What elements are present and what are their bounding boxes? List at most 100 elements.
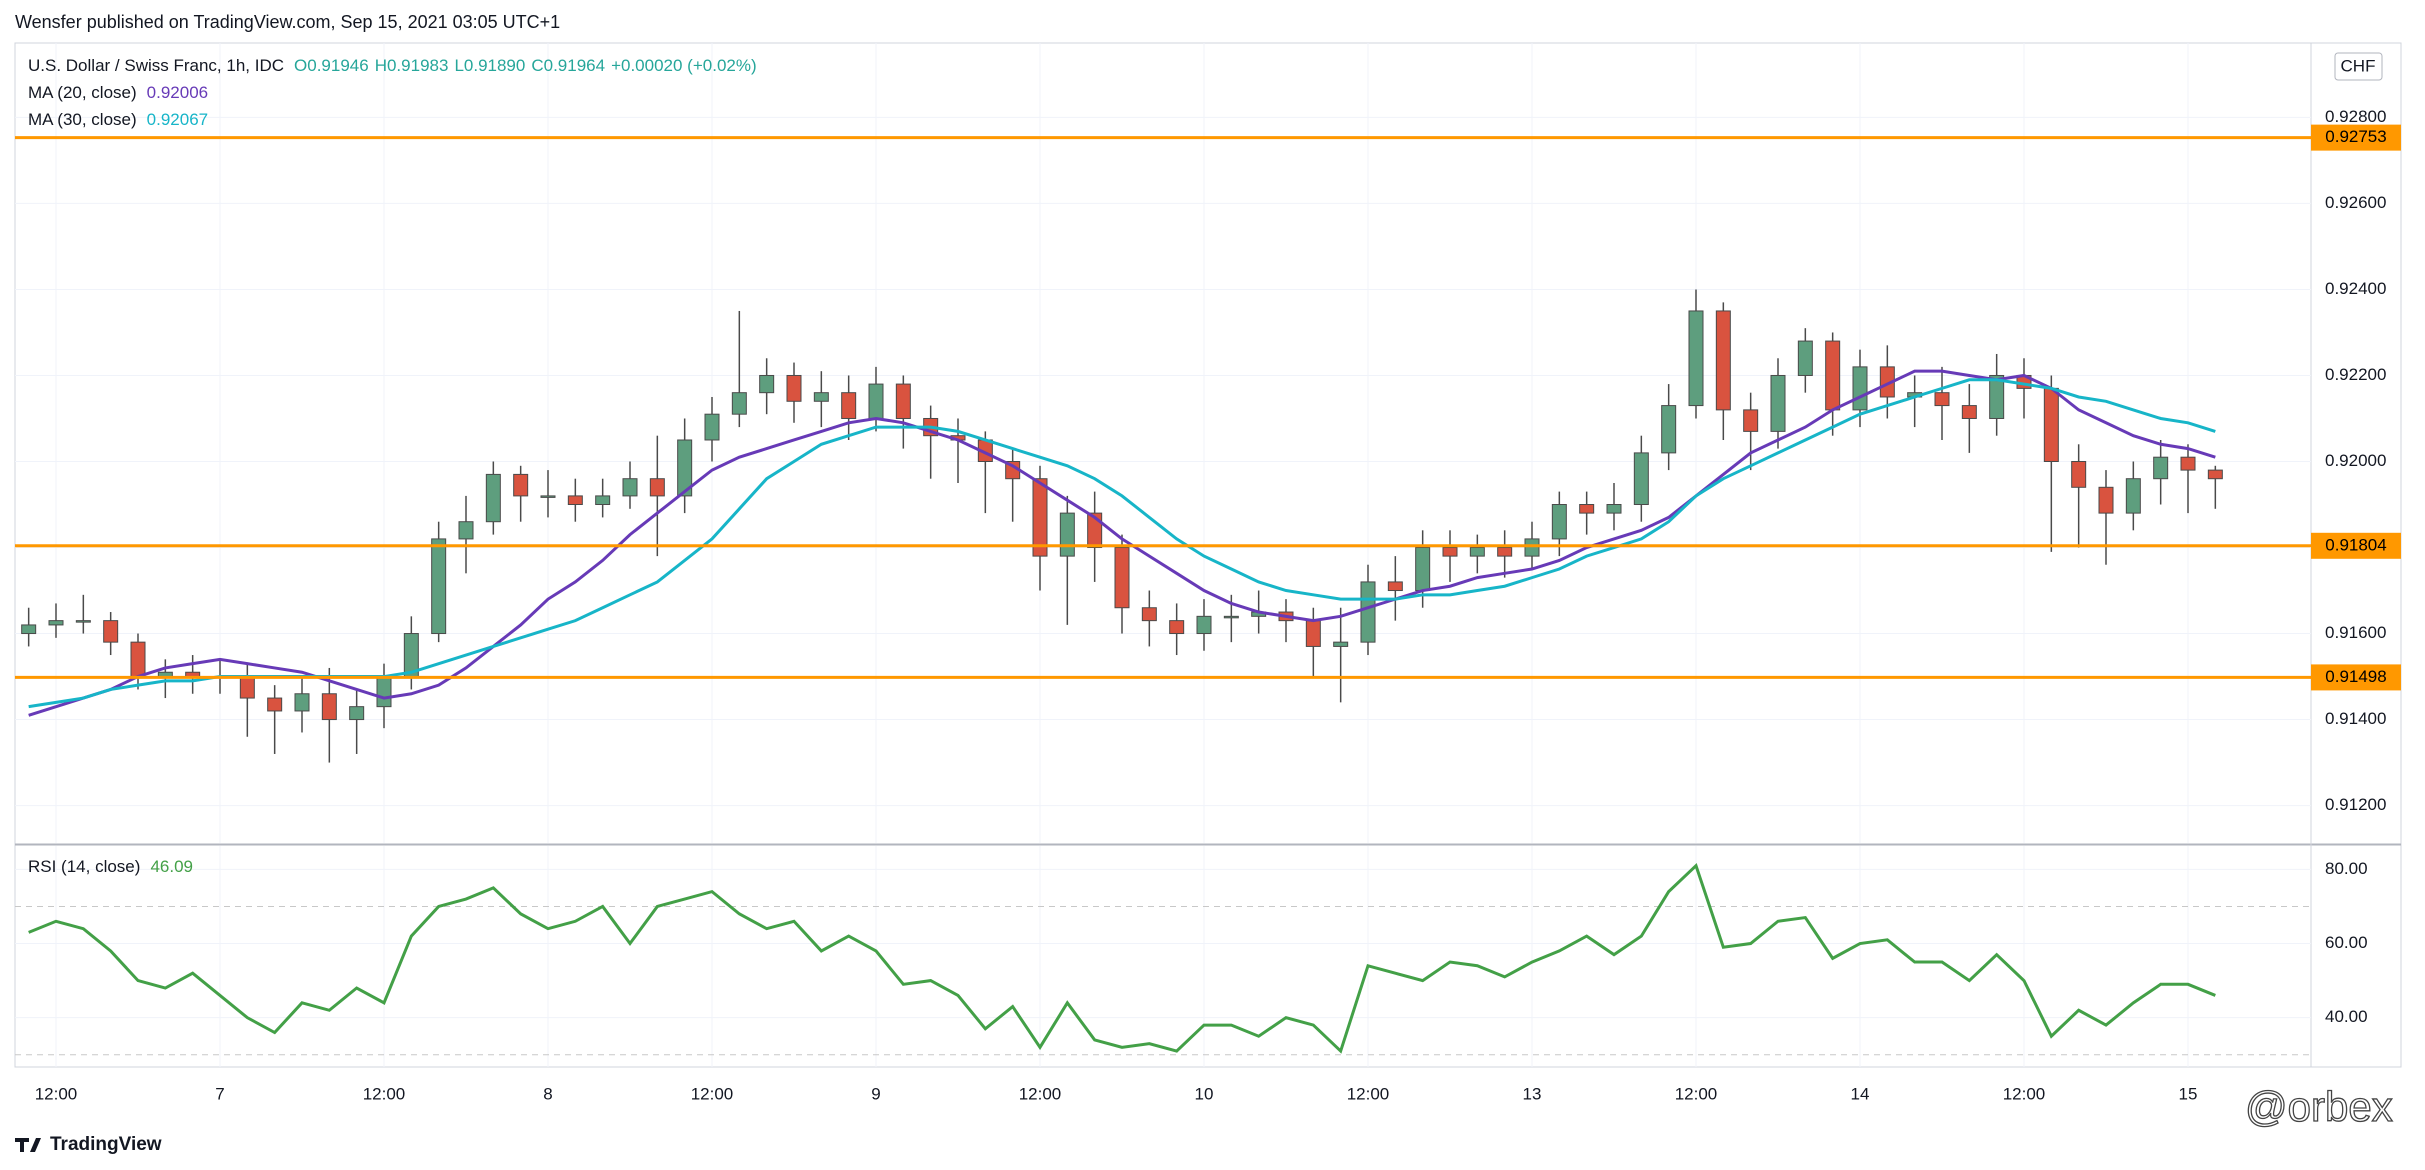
y-tick-label: 60.00 bbox=[2325, 933, 2368, 952]
candle-body bbox=[1141, 607, 1157, 622]
candle-body bbox=[321, 693, 337, 721]
candle-body bbox=[1633, 452, 1649, 506]
candle-body bbox=[1059, 512, 1075, 557]
level-label: 0.91804 bbox=[2325, 535, 2386, 554]
candle-body bbox=[731, 392, 747, 415]
candle-body bbox=[1934, 392, 1950, 407]
ma20-value: 0.92006 bbox=[146, 83, 209, 102]
candle-body bbox=[540, 495, 556, 498]
candle-body bbox=[2043, 387, 2059, 462]
candle-body bbox=[1551, 504, 1567, 540]
x-tick-label: 12:00 bbox=[363, 1084, 406, 1103]
watermark: @orbex bbox=[2245, 1083, 2393, 1130]
candle-body bbox=[1606, 504, 1622, 514]
candle-body bbox=[677, 439, 693, 497]
y-tick-label: 0.91200 bbox=[2325, 795, 2386, 814]
ohlc-high: H0.91983 bbox=[374, 56, 449, 75]
footer: TradingView bbox=[50, 1134, 162, 1155]
ma30-legend: MA (30, close) 0.92067 bbox=[28, 110, 218, 130]
candle-body bbox=[1223, 615, 1239, 619]
y-tick-label: 40.00 bbox=[2325, 1007, 2368, 1026]
candle-body bbox=[1469, 547, 1485, 557]
y-tick-label: 0.92000 bbox=[2325, 451, 2386, 470]
candle-body bbox=[813, 392, 829, 402]
candle-body bbox=[1032, 478, 1048, 557]
candle-body bbox=[513, 473, 529, 497]
candle-body bbox=[649, 478, 665, 497]
candle-body bbox=[294, 693, 310, 712]
candle-body bbox=[841, 392, 857, 419]
candle-body bbox=[485, 473, 501, 523]
candle-body bbox=[349, 706, 365, 721]
candle-body bbox=[1743, 409, 1759, 432]
candle-body bbox=[1524, 538, 1540, 557]
x-tick-label: 8 bbox=[543, 1084, 552, 1103]
ma30-name: MA (30, close) bbox=[28, 110, 137, 129]
currency-box bbox=[2334, 52, 2383, 81]
candle-body bbox=[1688, 310, 1704, 407]
y-tick-label: 0.92200 bbox=[2325, 365, 2386, 384]
candle-body bbox=[1661, 405, 1677, 454]
level-label-box bbox=[2311, 124, 2401, 151]
candle-body bbox=[75, 620, 91, 623]
ohlc-low: L0.91890 bbox=[454, 56, 526, 75]
level-label: 0.92753 bbox=[2325, 127, 2386, 146]
rsi-value: 46.09 bbox=[150, 857, 193, 876]
y-tick-label: 0.92400 bbox=[2325, 279, 2386, 298]
candle-body bbox=[759, 374, 775, 394]
candle-body bbox=[1797, 340, 1813, 376]
moving-average-line bbox=[28, 369, 2216, 717]
candle-body bbox=[2098, 486, 2114, 514]
candle-body bbox=[157, 671, 173, 678]
candle-body bbox=[1852, 366, 1868, 411]
level-label: 0.91498 bbox=[2325, 667, 2386, 686]
y-tick-label: 0.92600 bbox=[2325, 193, 2386, 212]
candle-body bbox=[1715, 310, 1731, 411]
candle-body bbox=[1825, 340, 1841, 411]
y-tick-label: 80.00 bbox=[2325, 859, 2368, 878]
ma30-value: 0.92067 bbox=[146, 110, 209, 129]
candle-body bbox=[1360, 581, 1376, 643]
y-tick-label: 0.91400 bbox=[2325, 709, 2386, 728]
chart-frame bbox=[14, 42, 2402, 1068]
candle-body bbox=[2180, 456, 2196, 471]
price-legend: U.S. Dollar / Swiss Franc, 1h, IDC O0.919… bbox=[28, 56, 767, 76]
currency: CHF bbox=[2341, 56, 2376, 75]
candle-body bbox=[1169, 620, 1185, 635]
candle-body bbox=[48, 620, 64, 626]
candle-body bbox=[1415, 547, 1431, 592]
candle-body bbox=[1442, 547, 1458, 557]
candle-body bbox=[1579, 504, 1595, 514]
candle-body bbox=[185, 671, 201, 678]
candle-body bbox=[595, 495, 611, 506]
candle-body bbox=[103, 620, 119, 643]
x-tick-label: 15 bbox=[2179, 1084, 2198, 1103]
candle-body bbox=[1305, 620, 1321, 647]
rsi-name: RSI (14, close) bbox=[28, 857, 141, 876]
candle-body bbox=[1114, 547, 1130, 609]
ohlc-change: +0.00020 (+0.02%) bbox=[611, 56, 757, 75]
candle-body bbox=[2125, 478, 2141, 514]
y-tick-label: 0.91600 bbox=[2325, 623, 2386, 642]
candle-body bbox=[1333, 641, 1349, 647]
candle-body bbox=[786, 374, 802, 402]
level-label-box bbox=[2311, 664, 2401, 691]
level-label-box bbox=[2311, 532, 2401, 559]
candle-body bbox=[1387, 581, 1403, 592]
candle-body bbox=[267, 697, 283, 712]
ohlc-close: C0.91964 bbox=[531, 56, 606, 75]
candle-body bbox=[376, 676, 392, 708]
tradingview-logo bbox=[15, 1138, 41, 1152]
x-tick-label: 12:00 bbox=[1019, 1084, 1062, 1103]
ohlc-open: O0.91946 bbox=[294, 56, 369, 75]
x-tick-label: 7 bbox=[215, 1084, 224, 1103]
x-tick-label: 13 bbox=[1523, 1084, 1542, 1103]
x-tick-label: 12:00 bbox=[691, 1084, 734, 1103]
moving-average-line bbox=[28, 378, 2216, 709]
x-tick-label: 9 bbox=[871, 1084, 880, 1103]
rsi-legend: RSI (14, close) 46.09 bbox=[28, 857, 203, 877]
ma20-name: MA (20, close) bbox=[28, 83, 137, 102]
candle-body bbox=[622, 478, 638, 497]
candle-body bbox=[130, 641, 146, 678]
candle-body bbox=[2207, 469, 2223, 480]
